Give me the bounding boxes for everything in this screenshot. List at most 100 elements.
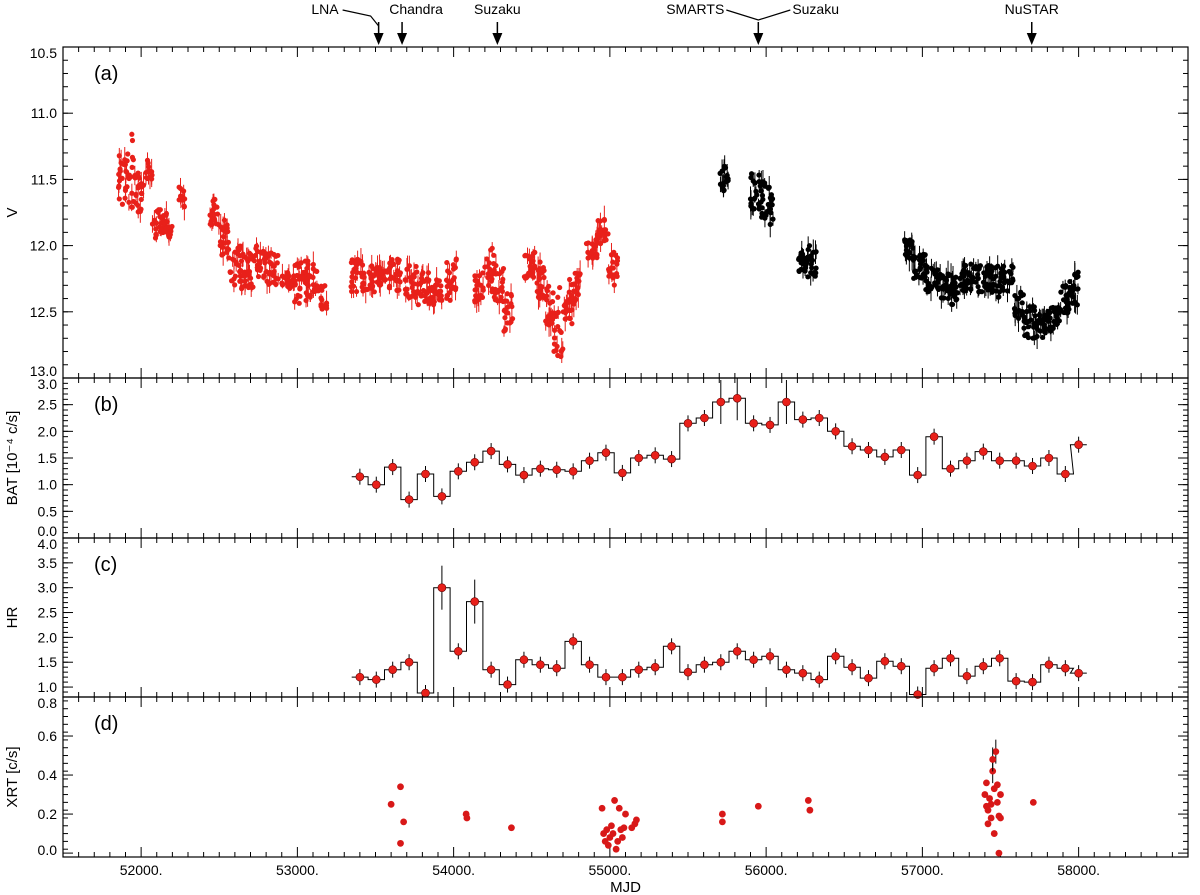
data-point (732, 646, 742, 656)
data-point (611, 797, 618, 804)
data-point (219, 252, 225, 258)
data-point (349, 279, 355, 285)
data-point (274, 260, 280, 266)
data-point (116, 153, 122, 159)
y-tick-label: 0.0 (38, 842, 58, 858)
data-point (618, 672, 627, 682)
y-tick-label: 11.0 (31, 105, 57, 121)
data-point (296, 300, 302, 306)
data-point (650, 662, 660, 672)
data-point (920, 251, 927, 257)
data-point (232, 282, 238, 288)
data-point (437, 583, 447, 592)
data-point (560, 309, 566, 315)
data-point (284, 273, 290, 279)
data-point (615, 804, 623, 812)
data-point (386, 283, 393, 289)
data-point (133, 191, 139, 197)
data-point (143, 169, 149, 176)
data-point (747, 196, 754, 202)
x-tick-label: 57000. (901, 862, 944, 878)
obs-label-suzaku-1: Suzaku (474, 1, 521, 17)
data-point (129, 164, 135, 170)
data-point (526, 270, 532, 276)
data-point (296, 276, 302, 282)
data-point (239, 284, 245, 290)
data-point (1070, 283, 1076, 290)
data-point (1025, 334, 1031, 341)
data-point (493, 262, 499, 269)
data-point (946, 464, 955, 473)
y-tick-label: 1.5 (38, 654, 58, 670)
data-point (241, 272, 247, 278)
data-point (946, 653, 955, 663)
data-point (576, 278, 582, 284)
data-point (163, 211, 169, 217)
data-point (130, 157, 136, 163)
data-point (1026, 318, 1032, 325)
data-point (544, 286, 550, 292)
data-point (993, 781, 1001, 789)
data-point (320, 284, 326, 290)
obs-label-smarts: SMARTS (666, 1, 724, 17)
data-point (254, 248, 261, 254)
data-point (601, 672, 611, 682)
data-point (480, 287, 486, 293)
panel-frame (62, 46, 1189, 379)
data-point (397, 839, 404, 847)
data-point (403, 277, 409, 283)
data-point (421, 469, 430, 479)
data-point (374, 264, 380, 271)
data-point (979, 661, 988, 671)
y-tick-label: 0.8 (38, 695, 58, 711)
data-point (962, 671, 972, 681)
data-point (275, 252, 281, 259)
data-point (618, 468, 627, 478)
panel-d: 0.0 0.2 0.4 0.6 0.8 XRT [c/s] (d) (4, 695, 1189, 858)
data-point (592, 243, 599, 249)
data-point (1024, 309, 1030, 315)
data-point (240, 251, 246, 257)
data-point (117, 168, 123, 174)
data-point (119, 201, 126, 207)
data-point (491, 294, 497, 300)
data-point (998, 275, 1004, 281)
data-point (608, 252, 615, 258)
data-point (752, 195, 758, 201)
data-point (145, 160, 151, 166)
data-point (257, 267, 263, 273)
y-axis-title: HR (4, 607, 21, 629)
data-point (575, 285, 581, 291)
data-point (523, 275, 530, 281)
data-point (411, 272, 417, 278)
data-point (798, 250, 804, 256)
data-point (404, 657, 414, 667)
data-point (983, 779, 990, 787)
data-point (404, 291, 410, 297)
data-point (864, 673, 873, 683)
data-point (603, 826, 611, 834)
data-point (800, 261, 806, 267)
data-point (275, 276, 281, 282)
data-point (353, 259, 359, 265)
data-point (219, 244, 226, 250)
data-point (568, 637, 578, 646)
data-point (569, 321, 575, 327)
panel-tag: (d) (94, 713, 118, 735)
y-axis-title: BAT [10⁻⁴ c/s] (4, 411, 21, 506)
data-point (361, 280, 367, 287)
data-point (809, 265, 815, 271)
data-point (982, 273, 989, 279)
data-point (560, 346, 566, 352)
data-point (979, 447, 988, 456)
data-point (357, 258, 363, 264)
data-point (557, 284, 563, 291)
data-point (425, 288, 431, 294)
data-point (1011, 456, 1021, 465)
data-point (499, 288, 506, 294)
data-point (988, 264, 995, 270)
panel-tag: (c) (94, 554, 117, 576)
data-point (166, 233, 172, 239)
data-point (447, 290, 453, 296)
